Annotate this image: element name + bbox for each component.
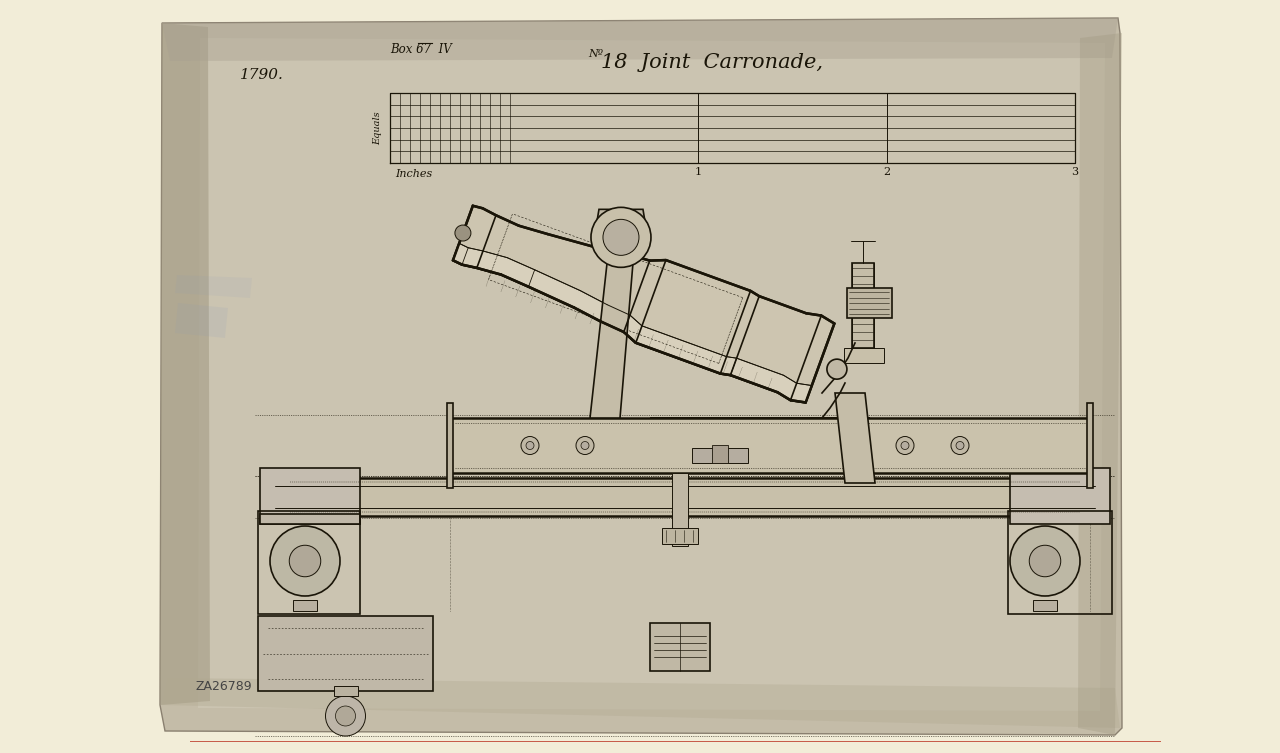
- Polygon shape: [672, 473, 689, 546]
- Circle shape: [521, 437, 539, 455]
- Polygon shape: [260, 514, 360, 524]
- Circle shape: [896, 437, 914, 455]
- Circle shape: [526, 441, 534, 450]
- Polygon shape: [259, 616, 433, 691]
- Polygon shape: [650, 623, 710, 671]
- Polygon shape: [163, 18, 1117, 61]
- Polygon shape: [270, 478, 1100, 516]
- Text: 1790.: 1790.: [241, 68, 284, 82]
- Polygon shape: [260, 468, 360, 524]
- Text: 1: 1: [695, 167, 701, 177]
- Text: Inches: Inches: [396, 169, 433, 179]
- Text: Box 67  IV: Box 67 IV: [390, 43, 452, 56]
- Polygon shape: [847, 288, 892, 318]
- Circle shape: [581, 441, 589, 450]
- Polygon shape: [852, 263, 874, 348]
- Polygon shape: [1033, 600, 1057, 611]
- Polygon shape: [160, 18, 1123, 735]
- Polygon shape: [175, 275, 252, 298]
- Text: 3: 3: [1071, 167, 1079, 177]
- Circle shape: [901, 441, 909, 450]
- Text: Nº: Nº: [588, 49, 603, 59]
- Polygon shape: [590, 227, 636, 418]
- Polygon shape: [163, 678, 1120, 728]
- Polygon shape: [692, 448, 748, 463]
- Polygon shape: [1078, 33, 1123, 735]
- Polygon shape: [447, 403, 453, 488]
- Polygon shape: [1010, 468, 1110, 524]
- Polygon shape: [451, 418, 1091, 473]
- Circle shape: [591, 207, 652, 267]
- Circle shape: [289, 545, 321, 577]
- Text: ZA26789: ZA26789: [195, 680, 252, 693]
- Circle shape: [335, 706, 356, 726]
- Polygon shape: [662, 528, 698, 544]
- Polygon shape: [844, 348, 884, 363]
- Circle shape: [325, 696, 366, 736]
- Circle shape: [1029, 545, 1061, 577]
- Polygon shape: [712, 445, 728, 463]
- Polygon shape: [175, 303, 228, 338]
- Circle shape: [603, 219, 639, 255]
- Polygon shape: [198, 38, 1105, 711]
- Circle shape: [576, 437, 594, 455]
- Polygon shape: [293, 600, 317, 611]
- Text: Equals: Equals: [372, 111, 381, 145]
- Text: 2: 2: [883, 167, 890, 177]
- Polygon shape: [160, 23, 210, 705]
- Polygon shape: [835, 393, 876, 483]
- Polygon shape: [453, 206, 835, 402]
- Circle shape: [951, 437, 969, 455]
- Circle shape: [956, 441, 964, 450]
- Polygon shape: [334, 686, 357, 696]
- Circle shape: [454, 225, 471, 241]
- Circle shape: [1010, 526, 1080, 596]
- Polygon shape: [1087, 403, 1093, 488]
- Polygon shape: [596, 209, 646, 247]
- Polygon shape: [453, 243, 812, 402]
- Text: 18  Joint  Carronade,: 18 Joint Carronade,: [602, 53, 823, 72]
- Circle shape: [270, 526, 340, 596]
- Circle shape: [827, 359, 847, 380]
